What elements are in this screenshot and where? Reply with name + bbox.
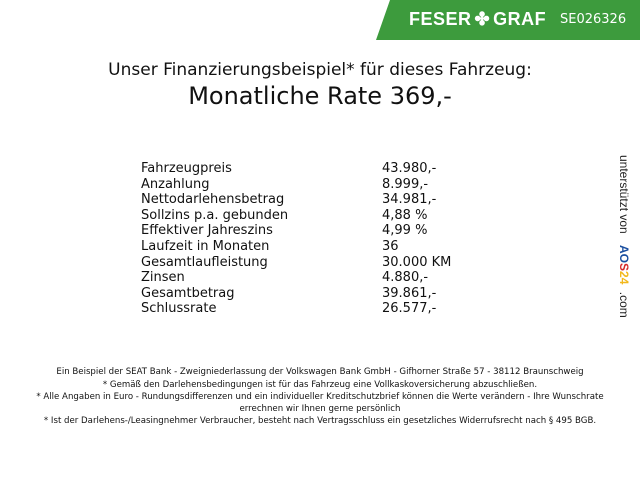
row-value: 4,88 % xyxy=(382,207,428,223)
monthly-rate: Monatliche Rate 369,- xyxy=(188,82,452,110)
supported-by: unterstützt von AOS24 .com xyxy=(617,155,631,318)
financing-heading: Unser Finanzierungsbeispiel* für dieses … xyxy=(108,60,532,80)
table-row: Zinsen 4.880,- xyxy=(141,270,451,286)
clover-icon: ✤ xyxy=(474,9,491,29)
vehicle-code: SE026326 xyxy=(560,12,627,27)
table-row: Gesamtbetrag 39.861,- xyxy=(141,286,451,302)
row-label: Gesamtlaufleistung xyxy=(141,254,268,270)
table-row: Fahrzeugpreis 43.980,- xyxy=(141,161,451,177)
row-label: Anzahlung xyxy=(141,176,210,192)
row-value: 26.577,- xyxy=(382,301,437,317)
row-label: Laufzeit in Monaten xyxy=(141,238,270,254)
supported-by-text: unterstützt von xyxy=(617,155,631,234)
legal-footer: Ein Beispiel der SEAT Bank - Zweignieder… xyxy=(30,367,610,429)
row-label: Gesamtbetrag xyxy=(141,285,235,301)
brand-name-2: GRAF xyxy=(493,9,547,29)
row-label: Schlussrate xyxy=(141,301,217,317)
header-banner xyxy=(376,0,640,40)
footer-line: * Gemäß den Darlehensbedingungen ist für… xyxy=(102,379,538,390)
brand-logo: FESER ✤ GRAF xyxy=(409,9,546,30)
row-value: 4.880,- xyxy=(382,270,429,286)
table-row: Sollzins p.a. gebunden 4,88 % xyxy=(141,208,451,224)
row-label: Nettodarlehensbetrag xyxy=(141,192,285,208)
row-value: 39.861,- xyxy=(382,285,437,301)
footer-line: * Alle Angaben in Euro - Rundungsdiffere… xyxy=(36,392,604,414)
row-label: Sollzins p.a. gebunden xyxy=(141,207,289,223)
table-row: Gesamtlaufleistung 30.000 KM xyxy=(141,255,451,271)
row-value: 36 xyxy=(382,238,399,254)
domain-suffix: .com xyxy=(617,291,631,318)
footer-line: * Ist der Darlehens-/Leasingnehmer Verbr… xyxy=(43,416,597,427)
row-label: Effektiver Jahreszins xyxy=(141,223,273,239)
table-row: Laufzeit in Monaten 36 xyxy=(141,239,451,255)
financing-table: Fahrzeugpreis 43.980,- Anzahlung 8.999,- Net… xyxy=(141,161,451,317)
row-label: Fahrzeugpreis xyxy=(141,161,232,176)
row-label: Zinsen xyxy=(141,270,185,286)
row-value: 34.981,- xyxy=(382,192,437,208)
aos24-logo: AOS24 xyxy=(617,245,631,285)
row-value: 30.000 KM xyxy=(382,254,452,270)
row-value: 8.999,- xyxy=(382,176,429,192)
table-row: Schlussrate 26.577,- xyxy=(141,301,451,317)
row-value: 4,99 % xyxy=(382,223,428,239)
footer-line: Ein Beispiel der SEAT Bank - Zweignieder… xyxy=(56,367,584,377)
table-row: Anzahlung 8.999,- xyxy=(141,177,451,193)
table-row: Effektiver Jahreszins 4,99 % xyxy=(141,223,451,239)
table-row: Nettodarlehensbetrag 34.981,- xyxy=(141,192,451,208)
row-value: 43.980,- xyxy=(382,161,437,176)
brand-name: FESER xyxy=(409,9,472,29)
